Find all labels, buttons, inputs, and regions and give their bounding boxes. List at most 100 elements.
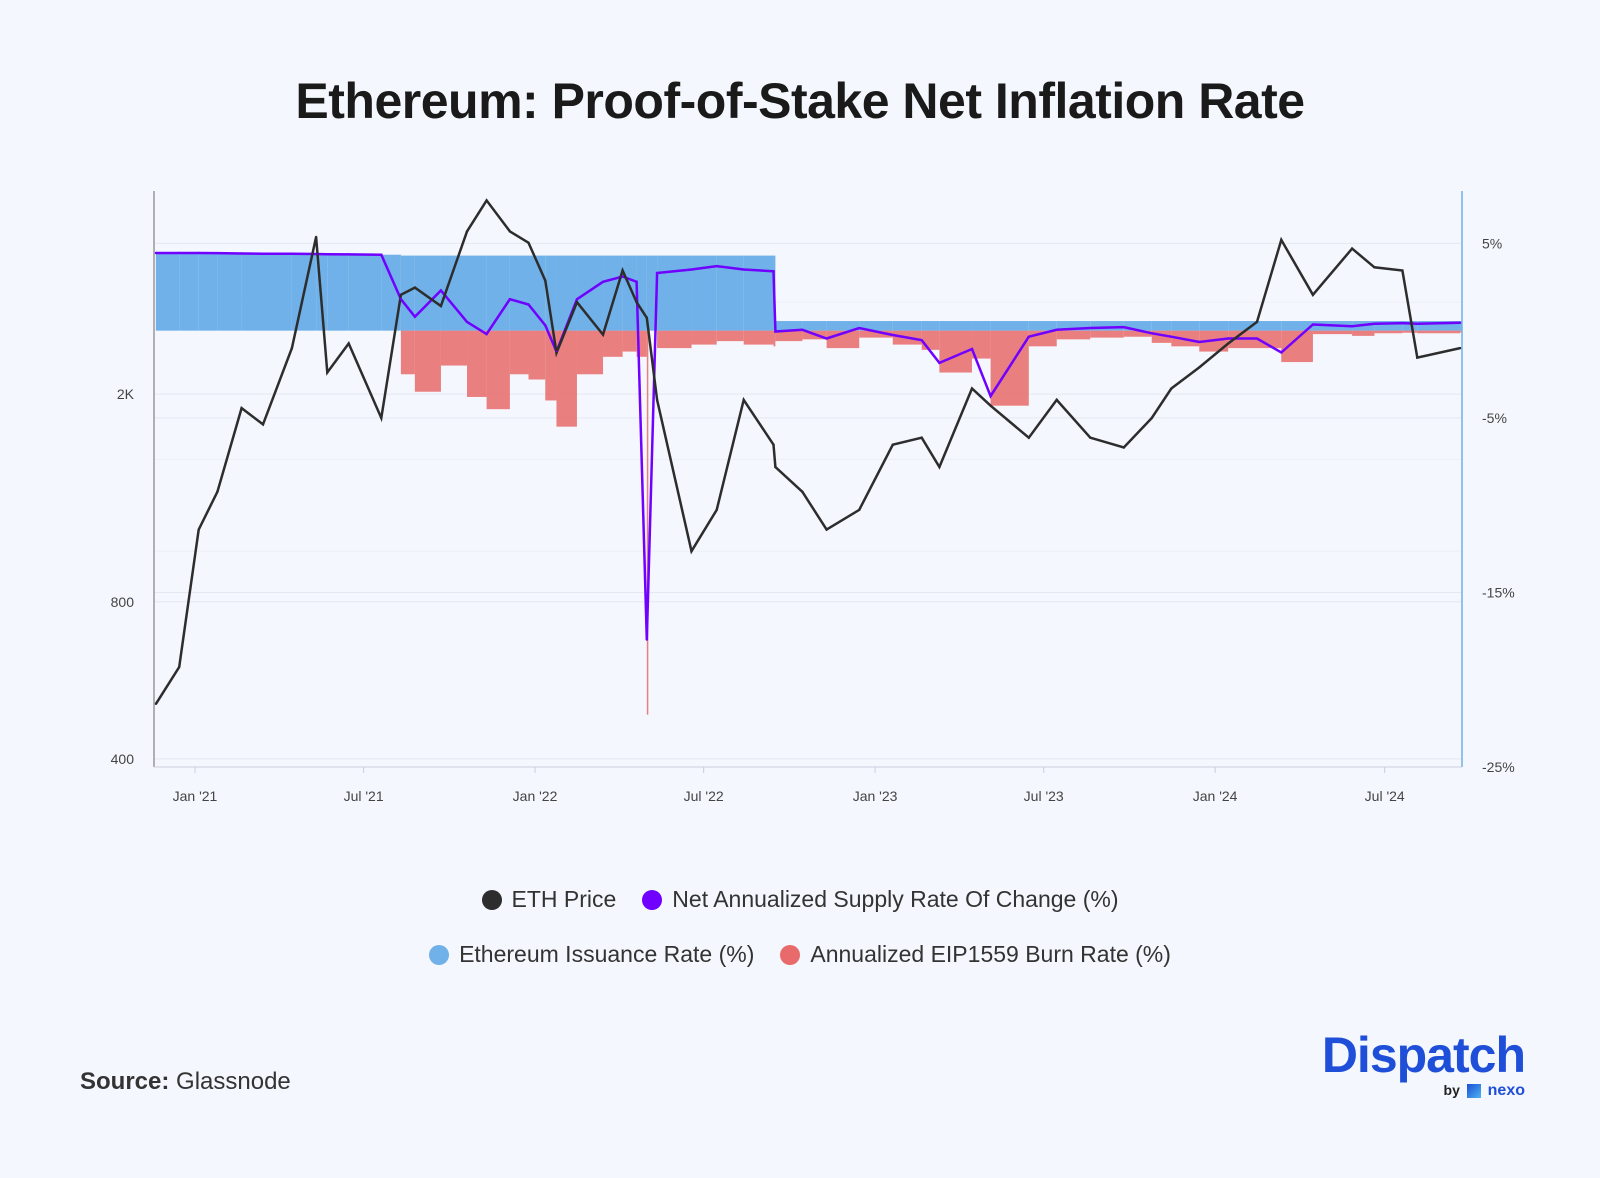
- eth-price-point: [216, 490, 219, 493]
- legend-item-burn-rate[interactable]: Annualized EIP1559 Burn Rate (%): [780, 941, 1171, 968]
- legend-label: Net Annualized Supply Rate Of Change (%): [672, 886, 1119, 912]
- net-rate-point: [655, 271, 659, 275]
- net-rate-point: [399, 298, 403, 301]
- issuance-bar: [556, 255, 577, 331]
- net-rate-point: [290, 252, 294, 256]
- source-value: Glassnode: [176, 1068, 291, 1095]
- net-rate-point: [920, 339, 923, 342]
- issuance-bar: [198, 252, 218, 331]
- issuance-bar: [603, 255, 623, 331]
- net-rate-point: [380, 253, 383, 256]
- x-tick-label: Jul '23: [1024, 788, 1064, 804]
- burn-bar: [646, 330, 649, 715]
- net-rate-point: [690, 268, 693, 271]
- issuance-bar: [217, 253, 242, 331]
- legend-item-net-supply-rate[interactable]: Net Annualized Supply Rate Of Change (%): [642, 886, 1119, 913]
- eth-price-point: [1373, 266, 1376, 269]
- legend-label: Annualized EIP1559 Burn Rate (%): [810, 941, 1171, 967]
- burn-bar: [743, 330, 774, 345]
- eth-price-point: [891, 443, 894, 446]
- y-right-tick-label: -25%: [1482, 759, 1515, 775]
- eth-price-point: [465, 230, 469, 233]
- issuance-bar: [467, 255, 487, 331]
- eth-price-point: [439, 304, 443, 308]
- net-rate-point: [1311, 323, 1315, 326]
- burn-bar: [486, 330, 510, 410]
- net-rate-point: [508, 298, 512, 301]
- eth-price-point: [655, 398, 659, 402]
- eth-price-point: [1311, 293, 1315, 296]
- eth-price-point: [920, 436, 923, 439]
- issuance-bar: [1171, 321, 1200, 331]
- nexo-icon: [1466, 1084, 1481, 1099]
- net-rate-point: [413, 315, 417, 318]
- eth-price-point: [399, 293, 403, 296]
- eth-price-point: [197, 528, 200, 531]
- eth-price-point: [601, 333, 605, 336]
- legend-row-2: Ethereum Issuance Rate (%) Annualized EI…: [0, 941, 1600, 968]
- issuance-bar: [636, 255, 647, 331]
- net-rate-point: [970, 347, 974, 351]
- burn-bar: [1257, 330, 1282, 349]
- logo-wordmark: Dispatch: [1321, 1027, 1526, 1083]
- eth-price-point: [742, 398, 745, 402]
- burn-bar: [509, 330, 529, 375]
- eth-price-point: [575, 301, 579, 304]
- net-rate-point: [326, 252, 329, 256]
- burn-bar: [603, 330, 623, 357]
- net-rate-point: [801, 328, 804, 331]
- net-rate-point: [938, 361, 941, 365]
- issuance-bar: [921, 321, 940, 331]
- burn-bar: [622, 330, 637, 352]
- issuance-bar: [155, 252, 180, 331]
- eth-price-point: [1198, 366, 1201, 369]
- eth-price-point: [1401, 269, 1404, 272]
- net-rate-point: [891, 333, 894, 337]
- y-right-tick-label: 5%: [1482, 235, 1502, 251]
- eth-price-point: [261, 423, 265, 426]
- source-label: Source:: [80, 1068, 170, 1095]
- net-rate-point: [635, 280, 638, 283]
- logo-by: by: [1443, 1082, 1460, 1098]
- issuance-bar: [971, 321, 991, 331]
- legend-label: ETH Price: [511, 886, 617, 912]
- eth-price-point: [1226, 342, 1230, 345]
- issuance-bar: [859, 321, 893, 331]
- eth-price-point: [347, 342, 350, 345]
- eth-price-point: [1150, 416, 1153, 420]
- legend-item-issuance-rate[interactable]: Ethereum Issuance Rate (%): [429, 941, 754, 968]
- net-rate-point: [774, 330, 777, 333]
- eth-price-point: [715, 508, 718, 512]
- eth-price-point: [1350, 247, 1354, 250]
- logo-byline: by nexo: [1300, 1082, 1525, 1100]
- issuance-bar: [1257, 321, 1282, 331]
- burn-bar: [1460, 330, 1462, 333]
- net-rate-point: [1226, 337, 1230, 340]
- burn-bar: [1090, 330, 1124, 338]
- issuance-bar: [1123, 321, 1152, 331]
- x-tick-label: Jan '24: [1193, 788, 1238, 804]
- burn-bar: [576, 330, 604, 375]
- net-rate-point: [601, 280, 605, 283]
- logo-partner: nexo: [1487, 1082, 1525, 1099]
- eth-price-point: [413, 286, 417, 289]
- issuance-bar: [1374, 321, 1403, 331]
- eth-price-point: [290, 346, 294, 350]
- legend-item-eth-price[interactable]: ETH Price: [481, 886, 617, 913]
- issuance-bar: [179, 252, 199, 331]
- eth-price-point: [544, 279, 547, 282]
- eth-price-point: [774, 465, 777, 469]
- net-rate-point: [989, 394, 992, 398]
- legend-label: Ethereum Issuance Rate (%): [459, 941, 755, 967]
- issuance-bar: [990, 321, 1029, 331]
- legend-dot-icon: [642, 889, 663, 910]
- eth-price-point: [989, 404, 992, 407]
- net-rate-point: [575, 298, 579, 301]
- issuance-bar: [622, 255, 637, 331]
- burn-bar: [859, 330, 893, 338]
- eth-price-point: [1170, 387, 1173, 390]
- eth-price-point: [555, 351, 558, 354]
- rate-bars: [155, 252, 1462, 715]
- net-rate-point: [1055, 328, 1058, 331]
- burn-bar: [545, 330, 557, 401]
